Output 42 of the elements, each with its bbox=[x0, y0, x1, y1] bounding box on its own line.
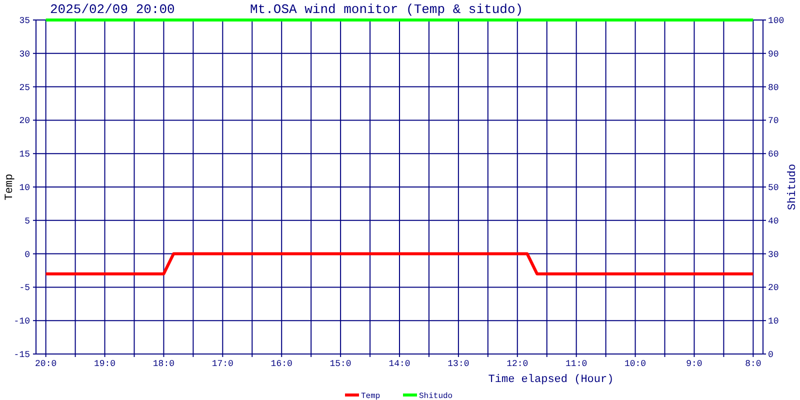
y2-tick-label: 0 bbox=[768, 350, 774, 360]
y-tick-label: 35 bbox=[19, 16, 30, 26]
y-tick-label: 10 bbox=[19, 183, 30, 193]
y-tick-label: -15 bbox=[14, 350, 30, 360]
x-tick-label: 11:0 bbox=[566, 359, 588, 369]
y2-tick-label: 40 bbox=[768, 216, 779, 226]
y2-tick-label: 60 bbox=[768, 150, 779, 160]
y-tick-label: 25 bbox=[19, 82, 30, 93]
x-axis-title: Time elapsed (Hour) bbox=[488, 374, 614, 386]
chart-title: Mt.OSA wind monitor (Temp & situdo) bbox=[250, 2, 524, 17]
legend-label: Shitudo bbox=[419, 392, 453, 400]
y-tick-label: 20 bbox=[19, 116, 30, 126]
y-axis-title: Temp bbox=[4, 174, 16, 200]
y2-tick-label: 90 bbox=[768, 49, 779, 60]
x-tick-label: 19:0 bbox=[94, 359, 116, 369]
y-tick-label: 5 bbox=[24, 216, 30, 226]
y2-tick-label: 80 bbox=[768, 82, 779, 93]
y-tick-label: 30 bbox=[19, 49, 30, 60]
legend-label: Temp bbox=[361, 392, 380, 400]
y2-axis-title: Shitudo bbox=[787, 164, 799, 210]
x-tick-label: 20:0 bbox=[35, 359, 57, 369]
x-tick-label: 10:0 bbox=[624, 359, 646, 369]
y2-tick-label: 20 bbox=[768, 283, 779, 294]
y2-tick-label: 30 bbox=[768, 250, 779, 260]
x-tick-label: 18:0 bbox=[152, 359, 175, 369]
y-tick-label: -5 bbox=[19, 283, 30, 294]
chart-subtitle: 2025/02/09 20:00 bbox=[50, 2, 175, 17]
y2-tick-label: 50 bbox=[768, 183, 779, 193]
x-tick-label: 15:0 bbox=[330, 359, 352, 369]
x-tick-label: 9:0 bbox=[686, 359, 702, 369]
y2-tick-label: 70 bbox=[768, 116, 779, 126]
y-tick-label: 0 bbox=[24, 250, 30, 260]
x-tick-label: 12:0 bbox=[506, 359, 528, 369]
x-tick-label: 13:0 bbox=[448, 359, 470, 369]
y2-tick-label: 10 bbox=[768, 316, 779, 327]
y-tick-label: -10 bbox=[14, 316, 30, 327]
y-tick-label: 15 bbox=[19, 150, 30, 160]
y2-tick-label: 100 bbox=[768, 16, 784, 26]
x-tick-label: 14:0 bbox=[388, 359, 410, 369]
x-tick-label: 17:0 bbox=[212, 359, 234, 369]
x-tick-label: 8:0 bbox=[745, 359, 762, 369]
x-tick-label: 16:0 bbox=[270, 359, 292, 369]
